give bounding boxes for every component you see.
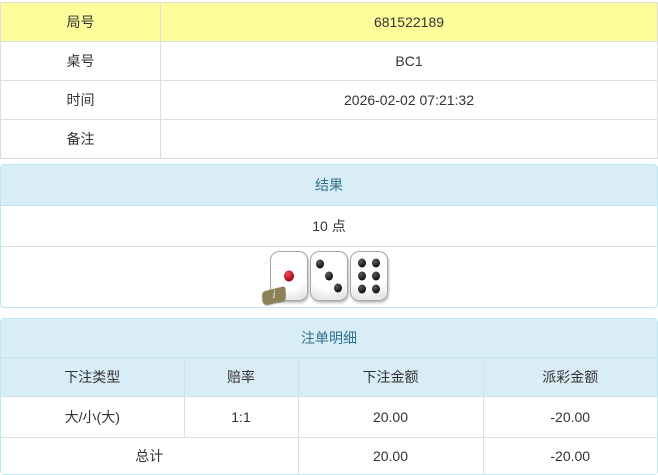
bet-odds: 1:1: [183, 396, 299, 438]
table-number-label: 桌号: [0, 41, 161, 81]
info-row-table-number: 桌号 BC1: [0, 41, 658, 81]
time-label: 时间: [0, 80, 161, 120]
col-bet-type: 下注类型: [1, 358, 185, 397]
info-row-round-number: 局号 681522189: [0, 2, 658, 42]
bet-amount: 20.00: [297, 396, 484, 438]
result-points: 10 点: [1, 206, 657, 247]
bet-row: 大/小(大) 1:1 20.00 -20.00: [1, 396, 657, 438]
die-2-icon: [310, 251, 348, 301]
bet-total-row: 总计 20.00 -20.00: [1, 437, 657, 474]
bet-type: 大/小(大): [1, 396, 185, 438]
round-info-table: 局号 681522189 桌号 BC1 时间 2026-02-02 07:21:…: [0, 2, 658, 159]
info-row-time: 时间 2026-02-02 07:21:32: [0, 80, 658, 120]
table-number-value: BC1: [160, 41, 658, 81]
total-payout: -20.00: [482, 437, 657, 474]
bet-table-header-row: 下注类型 赔率 下注金额 派彩金额: [1, 358, 657, 397]
time-value: 2026-02-02 07:21:32: [160, 80, 658, 120]
result-panel-title: 结果: [1, 165, 657, 206]
result-panel: 结果 10 点 i: [0, 164, 658, 308]
col-bet-amount: 下注金额: [297, 358, 484, 397]
total-label: 总计: [1, 437, 299, 474]
info-badge[interactable]: i: [262, 285, 286, 307]
bet-detail-title: 注单明细: [1, 319, 657, 358]
die-1-icon: i: [262, 251, 308, 307]
bet-detail-panel: 注单明细 下注类型 赔率 下注金额 派彩金额 大/小(大) 1:1 20.00 …: [0, 318, 658, 475]
total-amount: 20.00: [297, 437, 484, 474]
remark-value: [160, 119, 658, 159]
remark-label: 备注: [0, 119, 161, 159]
col-payout-amount: 派彩金额: [482, 358, 657, 397]
bet-payout: -20.00: [482, 396, 657, 438]
round-number-value: 681522189: [160, 2, 658, 42]
round-number-label: 局号: [0, 2, 161, 42]
col-odds: 赔率: [183, 358, 299, 397]
die-3-icon: [350, 251, 388, 301]
info-row-remark: 备注: [0, 119, 658, 159]
dice-row: i: [1, 247, 657, 307]
